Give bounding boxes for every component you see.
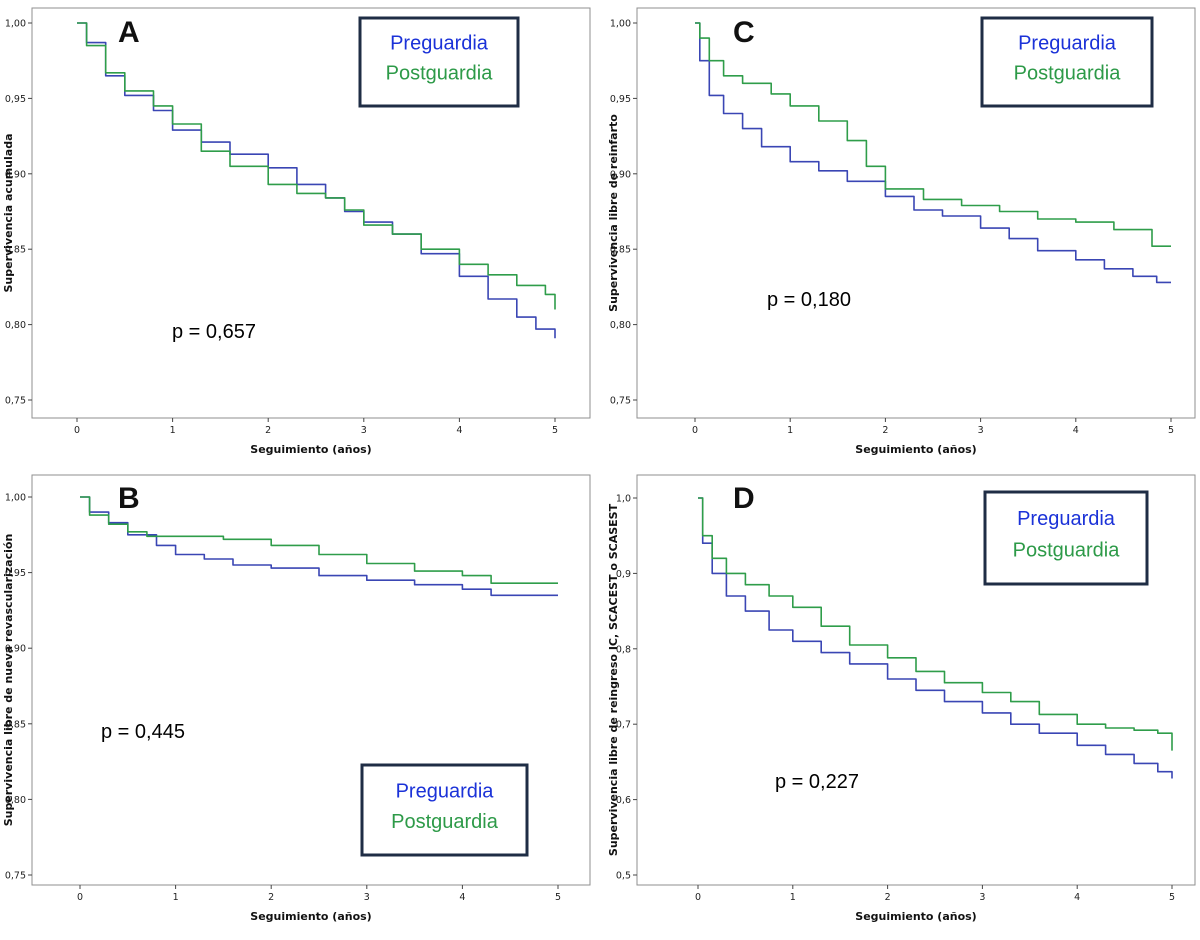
- legend-box: [360, 763, 529, 857]
- x-tick-label: 2: [268, 892, 274, 903]
- survival-curve-preguardia: [80, 496, 558, 597]
- survival-curve-preguardia: [695, 22, 1171, 284]
- x-tick-label: 5: [552, 425, 558, 436]
- x-tick-label: 5: [1169, 892, 1175, 903]
- x-tick-label: 4: [459, 892, 465, 903]
- x-axis-title: Seguimiento (años): [250, 910, 371, 923]
- survival-curve-postguardia: [77, 22, 556, 310]
- y-tick-label: 0,95: [5, 94, 26, 105]
- y-tick-label: 0,90: [5, 644, 26, 655]
- y-tick-label: 0,9: [616, 569, 631, 580]
- x-tick-label: 3: [364, 892, 370, 903]
- legend-label-preguardia: Preguardia: [396, 780, 495, 802]
- x-tick-label: 4: [456, 425, 462, 436]
- y-axis-title: Supervivencia libre de nueva revasculari…: [2, 534, 15, 827]
- x-axis-title: Seguimiento (años): [855, 443, 976, 456]
- x-axis-title: Seguimiento (años): [250, 443, 371, 456]
- p-value-label: p = 0,657: [172, 321, 256, 343]
- y-tick-label: 0,5: [616, 871, 631, 882]
- survival-curve-postguardia: [698, 497, 1173, 751]
- legend-label-preguardia: Preguardia: [390, 33, 489, 55]
- p-value-label: p = 0,180: [767, 289, 851, 311]
- y-tick-label: 0,6: [616, 795, 631, 806]
- survival-chart-a: 0,75 0,80 0,85 0,90 0,95 1,00 0 1 2 3 4 5 Seguimient…: [2, 7, 591, 456]
- survival-panel-d: 0,5 0,6 0,7 0,8 0,9 1,0 0 1 2 3 4 5 Seguimiento (año…: [605, 470, 1200, 940]
- plot-frame: [31, 7, 591, 419]
- survival-chart-c: 0,75 0,80 0,85 0,90 0,95 1,00 0 1 2 3 4 5 Seguimient…: [607, 7, 1196, 456]
- y-tick-label: 0,75: [5, 871, 26, 882]
- p-value-label: p = 0,227: [775, 771, 859, 793]
- x-tick-label: 4: [1074, 892, 1080, 903]
- x-tick-label: 1: [787, 425, 793, 436]
- survival-curve-postguardia: [80, 496, 558, 584]
- survival-curve-postguardia: [695, 22, 1171, 247]
- y-tick-label: 0,90: [610, 169, 631, 180]
- x-tick-label: 3: [979, 892, 985, 903]
- y-tick-label: 1,00: [5, 493, 26, 504]
- y-tick-label: 0,85: [610, 245, 631, 256]
- plot-frame: [636, 474, 1196, 886]
- legend-box: [980, 16, 1154, 108]
- legend-box: [983, 490, 1149, 586]
- plot-frame: [31, 474, 591, 886]
- y-tick-label: 0,85: [5, 245, 26, 256]
- legend-label-preguardia: Preguardia: [1018, 33, 1117, 55]
- x-tick-label: 3: [978, 425, 984, 436]
- y-tick-label: 0,75: [5, 396, 26, 407]
- y-tick-label: 0,8: [616, 644, 631, 655]
- x-tick-label: 0: [692, 425, 698, 436]
- survival-panel-c: 0,75 0,80 0,85 0,90 0,95 1,00 0 1 2 3 4 5 Seguimient…: [605, 0, 1200, 470]
- legend-box: [358, 16, 520, 108]
- y-tick-label: 1,0: [616, 494, 631, 505]
- legend-label-preguardia: Preguardia: [1017, 508, 1116, 530]
- legend-label-postguardia: Postguardia: [1013, 539, 1121, 561]
- y-tick-label: 0,7: [616, 720, 631, 731]
- panel-letter: D: [733, 482, 755, 515]
- legend-label-postguardia: Postguardia: [391, 811, 499, 833]
- y-tick-label: 0,95: [610, 94, 631, 105]
- survival-panel-b: 0,75 0,80 0,85 0,90 0,95 1,00 0 1 2 3 4 5 Seguimient…: [0, 470, 600, 940]
- x-tick-label: 0: [74, 425, 80, 436]
- x-tick-label: 1: [790, 892, 796, 903]
- y-tick-label: 0,90: [5, 169, 26, 180]
- panel-letter: B: [118, 482, 140, 515]
- legend-label-postguardia: Postguardia: [386, 63, 494, 85]
- y-tick-label: 0,80: [610, 320, 631, 331]
- x-tick-label: 3: [361, 425, 367, 436]
- survival-chart-d: 0,5 0,6 0,7 0,8 0,9 1,0 0 1 2 3 4 5 Seguimiento (año…: [607, 474, 1196, 923]
- x-tick-label: 0: [77, 892, 83, 903]
- x-tick-label: 2: [265, 425, 271, 436]
- panel-letter: A: [118, 16, 140, 49]
- survival-panel-a: 0,75 0,80 0,85 0,90 0,95 1,00 0 1 2 3 4 5 Seguimient…: [0, 0, 600, 470]
- x-tick-label: 5: [1168, 425, 1174, 436]
- x-tick-label: 0: [695, 892, 701, 903]
- plot-frame: [636, 7, 1196, 419]
- p-value-label: p = 0,445: [101, 721, 185, 743]
- x-tick-label: 4: [1073, 425, 1079, 436]
- panel-letter: C: [733, 16, 755, 49]
- survival-chart-b: 0,75 0,80 0,85 0,90 0,95 1,00 0 1 2 3 4 5 Seguimient…: [2, 474, 591, 923]
- y-axis-title: Supervivencia libre de reinfarto: [607, 114, 620, 312]
- y-tick-label: 0,80: [5, 320, 26, 331]
- y-tick-label: 1,00: [5, 19, 26, 30]
- y-tick-label: 0,75: [610, 396, 631, 407]
- x-tick-label: 1: [170, 425, 176, 436]
- x-tick-label: 2: [882, 425, 888, 436]
- y-tick-label: 0,95: [5, 568, 26, 579]
- x-axis-title: Seguimiento (años): [855, 910, 976, 923]
- y-axis-title: Supervivencia libre de reingreso IC, SCA…: [607, 503, 620, 856]
- survival-curve-preguardia: [698, 497, 1173, 779]
- y-tick-label: 0,85: [5, 719, 26, 730]
- x-tick-label: 2: [885, 892, 891, 903]
- legend-label-postguardia: Postguardia: [1014, 63, 1122, 85]
- y-axis-title: Supervivencia acumulada: [2, 133, 15, 292]
- y-tick-label: 1,00: [610, 19, 631, 30]
- y-tick-label: 0,80: [5, 795, 26, 806]
- survival-curve-preguardia: [77, 22, 556, 339]
- x-tick-label: 1: [173, 892, 179, 903]
- x-tick-label: 5: [555, 892, 561, 903]
